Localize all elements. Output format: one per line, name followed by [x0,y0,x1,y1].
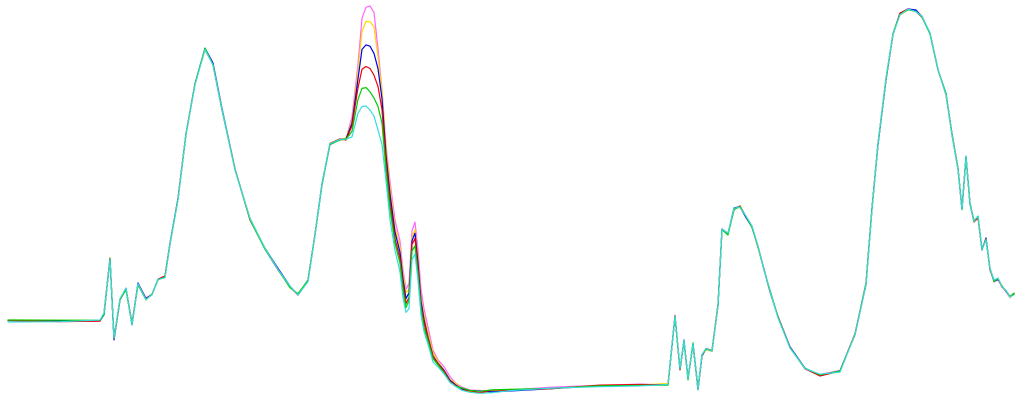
series-line-5 [7,9,1015,392]
series-line-1 [7,5,1015,392]
series-line-4 [7,8,1015,394]
series-line-6 [7,8,1015,394]
series-line-2 [7,9,1015,394]
series-line-3 [7,8,1015,393]
series-group [7,5,1015,394]
